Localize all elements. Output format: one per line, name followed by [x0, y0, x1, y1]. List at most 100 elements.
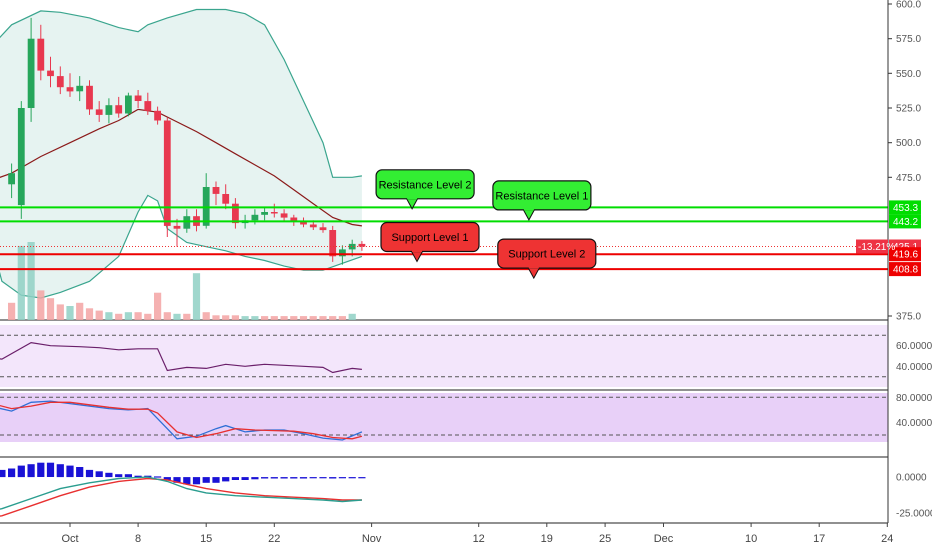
candle-body	[339, 249, 346, 257]
volume-bar	[66, 306, 74, 320]
macd-histogram-bar	[173, 477, 181, 483]
macd-histogram-bar	[251, 477, 259, 480]
candle-body	[56, 76, 64, 88]
candles	[8, 17, 366, 265]
stoch-pane: 80.0000 40.0000	[0, 393, 932, 442]
volume-bar	[124, 312, 132, 320]
x-tick-label: 15	[200, 533, 212, 545]
grid	[0, 319, 888, 524]
macd-histogram-bar	[95, 471, 103, 477]
volume-bar	[270, 316, 278, 320]
callout-label: Support Level 2	[508, 249, 585, 261]
change-badge-text: -13.21%	[858, 242, 895, 253]
x-tick-label: Dec	[654, 533, 674, 545]
macd-histogram-bar	[319, 477, 327, 479]
callout-box	[380, 221, 480, 253]
candle-body	[319, 227, 327, 231]
macd-histogram-bar	[8, 468, 16, 478]
macd-histogram-bar	[192, 477, 201, 485]
volume-bar	[251, 316, 259, 320]
x-tick-label: Oct	[61, 533, 78, 545]
x-tick-label: 25	[599, 533, 611, 545]
volume-bar	[290, 316, 298, 320]
candle-body	[261, 212, 268, 215]
volume-bar	[338, 316, 346, 320]
candle-body	[232, 203, 239, 224]
price-tag-text: 453.3	[893, 203, 918, 214]
price-tick-label: 575.0	[896, 34, 921, 45]
candle-body	[66, 87, 74, 92]
change-badge-bg	[856, 239, 888, 254]
callout-label: Resistance Level 2	[379, 179, 472, 191]
price-tag-support-2: 408.8	[889, 262, 921, 277]
axes: 600.0 575.0 550.0 525.0 500.0 475.0 375.0 453.3…	[61, 0, 921, 545]
volume-bar	[76, 302, 84, 320]
volume-bar	[309, 316, 317, 320]
candle-body	[76, 85, 84, 92]
macd-histogram-bar	[154, 476, 162, 478]
bollinger-upper-line	[0, 8, 362, 178]
volume-bar	[154, 292, 162, 320]
candle-body	[144, 101, 152, 111]
macd-histogram-bar	[290, 477, 298, 479]
callout-label: Resistance Level 1	[495, 190, 588, 202]
macd-histogram-bar	[134, 475, 142, 478]
callout-box	[375, 169, 475, 200]
price-tag-bg	[889, 262, 921, 277]
bollinger-bands	[0, 8, 363, 299]
volume-bar	[212, 315, 220, 320]
macd-histogram-bar	[115, 474, 123, 478]
volume-bar	[192, 273, 201, 320]
price-tick-label: 500.0	[896, 138, 921, 149]
candle-body	[309, 224, 317, 228]
volume-bar	[134, 312, 142, 320]
resistance-level-2-callout: Resistance Level 2	[375, 169, 475, 210]
price-tag-resistance-1: 443.2	[889, 214, 921, 229]
volume-bar	[261, 316, 269, 320]
macd-histogram-bar	[202, 477, 210, 483]
volume-bar	[17, 245, 25, 320]
price-tag-text: 419.6	[893, 250, 918, 261]
candle-body	[134, 95, 142, 101]
price-tag-bg	[889, 200, 921, 215]
price-tag-text: 443.2	[893, 217, 918, 228]
macd-histogram-bar	[85, 469, 94, 478]
price-tick-label: 525.0	[896, 104, 921, 115]
macd-histogram-bar	[261, 477, 269, 479]
resistance-level-1-callout: Resistance Level 1	[492, 180, 592, 221]
candle-body	[251, 214, 259, 221]
price-tick-label: 375.0	[896, 312, 921, 323]
candle-body	[173, 225, 181, 229]
rsi-tick-label: 40.0000	[896, 362, 932, 373]
candle-body	[95, 109, 103, 115]
macd-histogram-bar	[27, 464, 35, 478]
macd-histogram-bar	[0, 469, 6, 478]
macd-histogram-bar	[212, 477, 220, 483]
candle-body	[280, 213, 288, 218]
volume-bar	[85, 308, 94, 320]
callout-pointer	[410, 250, 424, 263]
candle-body	[17, 108, 25, 206]
volume-bar	[8, 302, 16, 320]
candle-body	[154, 110, 161, 121]
macd-histogram-bar	[358, 477, 366, 479]
rsi-pane: 60.0000 40.0000	[0, 325, 932, 387]
macd-histogram-bar	[124, 474, 132, 478]
x-tick-label: 12	[473, 533, 485, 545]
candle-body	[222, 194, 230, 204]
macd-histogram-bar	[183, 477, 191, 485]
x-tick-label: 17	[813, 533, 825, 545]
candle-body	[125, 95, 132, 114]
candle-body	[358, 243, 366, 247]
candle-body	[163, 120, 171, 226]
candle-body	[47, 70, 54, 77]
callout-pointer	[526, 266, 541, 280]
rsi-line	[0, 341, 362, 374]
macd-pane: 0.0000 -25.0000	[0, 462, 932, 520]
candle-body	[183, 216, 191, 229]
macd-histogram-bar	[280, 477, 288, 479]
volume-bar	[202, 312, 210, 320]
macd-histogram-bar	[231, 477, 239, 480]
